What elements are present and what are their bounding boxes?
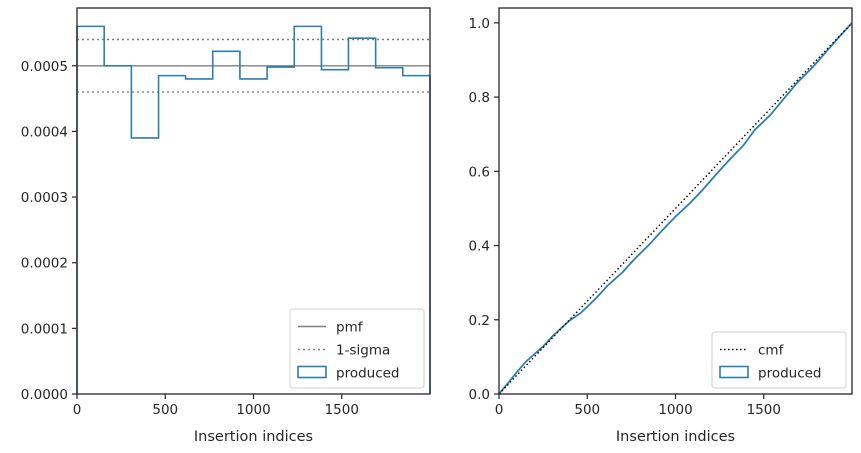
cmf-chart-legend-box [711, 331, 847, 389]
pmf-chart-x-tick-label: 1000 [236, 402, 270, 418]
pmf-chart-produced-step [76, 25, 431, 394]
cmf-chart-y-tick-label: 0.0 [469, 387, 490, 403]
cmf-chart-x-axis-label: Insertion indices [616, 429, 735, 445]
pmf-chart: 0 500 1000 1500 0.0000 0.0001 0.0002 0.0003 0.00… [21, 7, 431, 445]
cmf-chart-x-tick-label: 0 [495, 402, 504, 418]
pmf-chart-y-tick-label: 0.0005 [21, 59, 68, 75]
cmf-chart-y-tick-label: 0.6 [469, 164, 490, 180]
cmf-chart-x-tick-label: 1500 [747, 402, 781, 418]
cmf-chart-axes-frame [498, 7, 853, 395]
cmf-chart-y-tick-label: 0.8 [469, 90, 490, 106]
cmf-chart-y-tick-label: 1.0 [469, 16, 490, 32]
pmf-chart-y-tick-label: 0.0000 [21, 387, 68, 403]
pmf-chart-y-tick-label: 0.0004 [21, 124, 68, 140]
pmf-chart-y-tick-label: 0.0002 [21, 256, 68, 272]
pmf-chart-legend-swatch [297, 365, 327, 379]
cmf-chart-legend-label: produced [758, 366, 822, 382]
pmf-chart-legend-label: 1-sigma [336, 343, 390, 359]
cmf-chart-produced-line [498, 22, 853, 395]
cmf-chart: 0 500 1000 1500 0.0 0.2 0.4 0.6 0.8 1.0 Insertion … [469, 7, 853, 445]
cmf-chart-cmf-line [498, 22, 853, 395]
cmf-chart-x-tick-label: 1000 [658, 402, 692, 418]
pmf-chart-x-tick-label: 0 [73, 402, 82, 418]
pmf-chart-y-tick-label: 0.0003 [21, 190, 68, 206]
pmf-chart-legend-label: pmf [336, 320, 364, 336]
pmf-chart-x-tick-label: 500 [152, 402, 178, 418]
pmf-chart-x-axis-label: Insertion indices [194, 429, 313, 445]
cmf-chart-y-tick-label: 0.4 [469, 239, 490, 255]
pmf-chart-y-tick-label: 0.0001 [21, 321, 68, 337]
cmf-chart-y-tick-label: 0.2 [469, 313, 490, 329]
pmf-chart-axes-frame [76, 7, 431, 395]
pmf-chart-legend-box [289, 308, 425, 389]
cmf-chart-legend-swatch [719, 365, 749, 379]
cmf-chart-legend-label: cmf [758, 343, 785, 359]
pmf-chart-x-tick-label: 1500 [325, 402, 359, 418]
cmf-chart-x-tick-label: 500 [574, 402, 600, 418]
pmf-chart-legend-label: produced [336, 366, 400, 382]
